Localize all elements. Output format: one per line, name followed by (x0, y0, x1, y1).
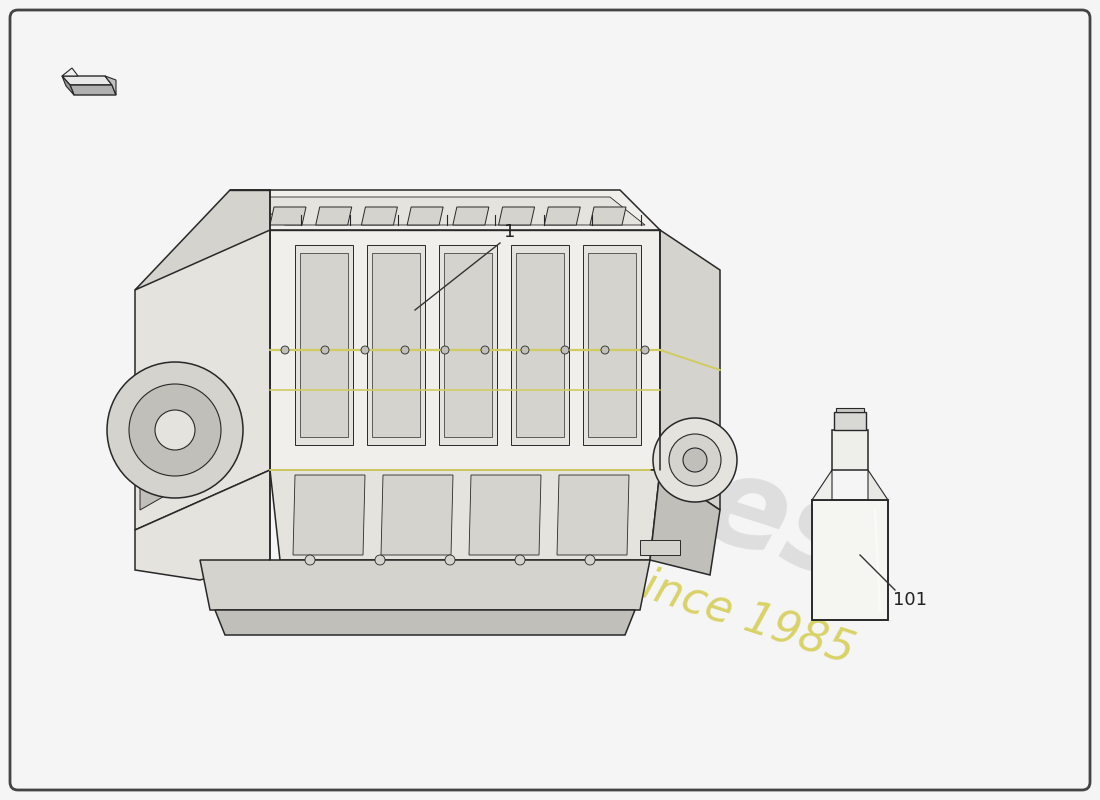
Polygon shape (270, 207, 306, 225)
Polygon shape (62, 76, 74, 95)
Polygon shape (270, 470, 660, 560)
Polygon shape (270, 230, 660, 470)
Polygon shape (640, 540, 680, 555)
Polygon shape (214, 610, 635, 635)
Polygon shape (70, 85, 116, 95)
Polygon shape (367, 245, 425, 445)
Circle shape (683, 448, 707, 472)
Polygon shape (362, 207, 397, 225)
Circle shape (375, 555, 385, 565)
Polygon shape (62, 76, 112, 85)
Circle shape (402, 346, 409, 354)
Circle shape (321, 346, 329, 354)
Circle shape (129, 384, 221, 476)
Polygon shape (140, 370, 175, 510)
Circle shape (561, 346, 569, 354)
Polygon shape (407, 207, 443, 225)
Circle shape (361, 346, 368, 354)
Polygon shape (836, 408, 864, 412)
Polygon shape (453, 207, 488, 225)
Circle shape (481, 346, 490, 354)
Polygon shape (516, 253, 564, 437)
Polygon shape (660, 230, 720, 510)
Circle shape (515, 555, 525, 565)
Polygon shape (200, 560, 650, 610)
Polygon shape (583, 245, 641, 445)
Polygon shape (832, 430, 868, 470)
Text: 1: 1 (504, 223, 516, 241)
Polygon shape (834, 412, 866, 430)
Polygon shape (868, 470, 888, 500)
Circle shape (653, 418, 737, 502)
Polygon shape (381, 475, 453, 555)
Circle shape (305, 555, 315, 565)
Polygon shape (590, 207, 626, 225)
Circle shape (441, 346, 449, 354)
FancyBboxPatch shape (10, 10, 1090, 790)
Circle shape (585, 555, 595, 565)
Polygon shape (135, 470, 270, 580)
Polygon shape (230, 190, 660, 230)
Polygon shape (372, 253, 420, 437)
Polygon shape (316, 207, 352, 225)
Polygon shape (812, 470, 832, 500)
Text: 101: 101 (893, 591, 927, 609)
Polygon shape (588, 253, 636, 437)
Polygon shape (104, 76, 116, 95)
Polygon shape (557, 475, 629, 555)
Circle shape (601, 346, 609, 354)
Polygon shape (439, 245, 497, 445)
Polygon shape (293, 475, 365, 555)
Polygon shape (135, 190, 270, 290)
Polygon shape (250, 197, 645, 225)
Polygon shape (444, 253, 492, 437)
Circle shape (280, 346, 289, 354)
Circle shape (446, 555, 455, 565)
Polygon shape (650, 470, 721, 575)
Polygon shape (135, 190, 270, 530)
Text: euroPares: euroPares (164, 273, 877, 607)
Polygon shape (544, 207, 581, 225)
Polygon shape (295, 245, 353, 445)
Polygon shape (812, 500, 888, 620)
Circle shape (107, 362, 243, 498)
Circle shape (155, 410, 195, 450)
Polygon shape (512, 245, 569, 445)
Polygon shape (498, 207, 535, 225)
Polygon shape (469, 475, 541, 555)
Polygon shape (62, 68, 78, 76)
Circle shape (521, 346, 529, 354)
Polygon shape (300, 253, 348, 437)
Circle shape (641, 346, 649, 354)
Circle shape (669, 434, 720, 486)
Text: a passion since 1985: a passion since 1985 (400, 487, 859, 673)
